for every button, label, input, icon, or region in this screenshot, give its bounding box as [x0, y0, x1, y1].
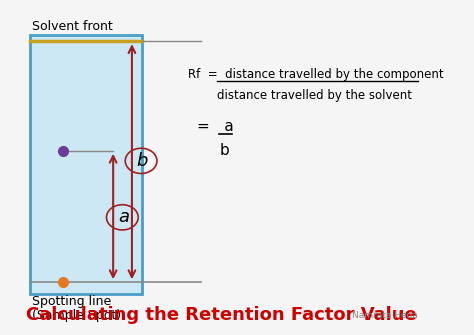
Text: Namrata Heda: Namrata Heda — [352, 311, 418, 320]
Text: a: a — [118, 208, 129, 226]
FancyBboxPatch shape — [30, 35, 142, 294]
Text: distance travelled by the solvent: distance travelled by the solvent — [217, 89, 411, 103]
FancyBboxPatch shape — [9, 0, 434, 335]
Text: Calculating the Retention Factor Value: Calculating the Retention Factor Value — [26, 306, 417, 324]
Text: (Sample Spot): (Sample Spot) — [32, 309, 121, 322]
Text: Solvent front: Solvent front — [32, 20, 113, 33]
Text: b: b — [219, 143, 229, 157]
Text: Spotting line: Spotting line — [32, 295, 111, 309]
Text: =   a: = a — [197, 119, 233, 134]
Text: b: b — [137, 152, 148, 170]
Text: Rf  =  distance travelled by the component: Rf = distance travelled by the component — [188, 68, 444, 81]
